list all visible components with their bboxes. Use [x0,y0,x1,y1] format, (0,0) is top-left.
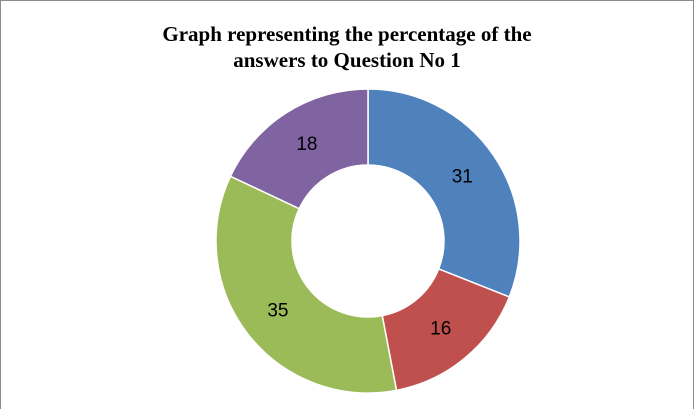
doughnut-slice-1 [367,88,521,298]
slice-data-label-4: 18 [296,134,317,155]
slice-data-label-1: 31 [452,166,473,187]
slice-data-label-3: 35 [267,300,288,321]
chart-title: Graph representing the percentage of the… [1,21,693,73]
chart-title-line-1: Graph representing the percentage of the [162,22,532,46]
doughnut-slice-3 [215,175,398,394]
doughnut-slice-4 [229,88,369,210]
slice-data-label-2: 16 [430,318,451,339]
chart-title-line-2: answers to Question No 1 [233,48,461,72]
